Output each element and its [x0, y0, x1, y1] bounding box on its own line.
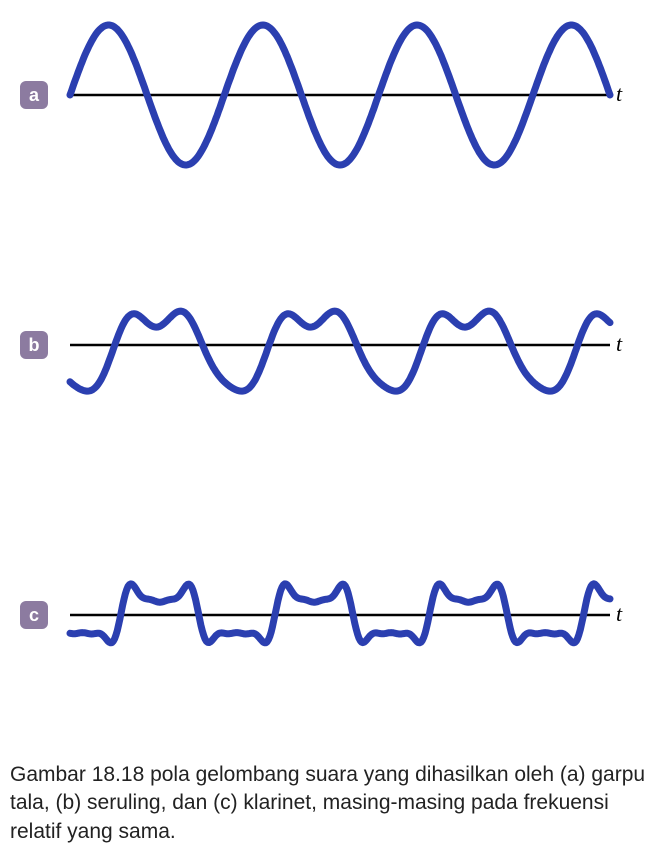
panel-badge-b: b	[20, 331, 48, 359]
waveform-b	[70, 311, 610, 391]
axis-label-b: t	[616, 331, 622, 357]
figure-caption: Gambar 18.18 pola gelombang suara yang d…	[10, 761, 650, 846]
wave-svg-c	[70, 530, 610, 700]
panel-badge-a: a	[20, 81, 48, 109]
wave-panel-c: ct	[0, 530, 658, 700]
panel-badge-label: a	[29, 85, 39, 106]
wave-svg-a	[70, 10, 610, 180]
wave-svg-b	[70, 260, 610, 430]
panel-badge-label: c	[29, 605, 39, 626]
axis-label-c: t	[616, 601, 622, 627]
wave-panel-a: at	[0, 10, 658, 180]
panel-badge-c: c	[20, 601, 48, 629]
wave-panel-b: bt	[0, 260, 658, 430]
axis-label-a: t	[616, 81, 622, 107]
panel-badge-label: b	[29, 335, 40, 356]
waveform-c	[70, 584, 610, 643]
